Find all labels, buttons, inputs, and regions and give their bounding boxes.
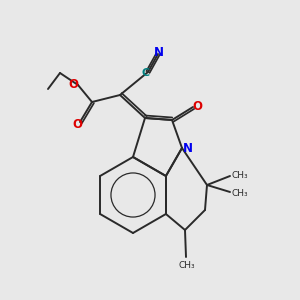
Text: C: C — [142, 68, 150, 78]
Text: O: O — [72, 118, 82, 131]
Text: CH₃: CH₃ — [232, 170, 249, 179]
Text: N: N — [154, 46, 164, 59]
Text: CH₃: CH₃ — [232, 188, 249, 197]
Text: O: O — [68, 77, 78, 91]
Text: CH₃: CH₃ — [179, 261, 195, 270]
Text: N: N — [183, 142, 193, 155]
Text: O: O — [192, 100, 202, 112]
